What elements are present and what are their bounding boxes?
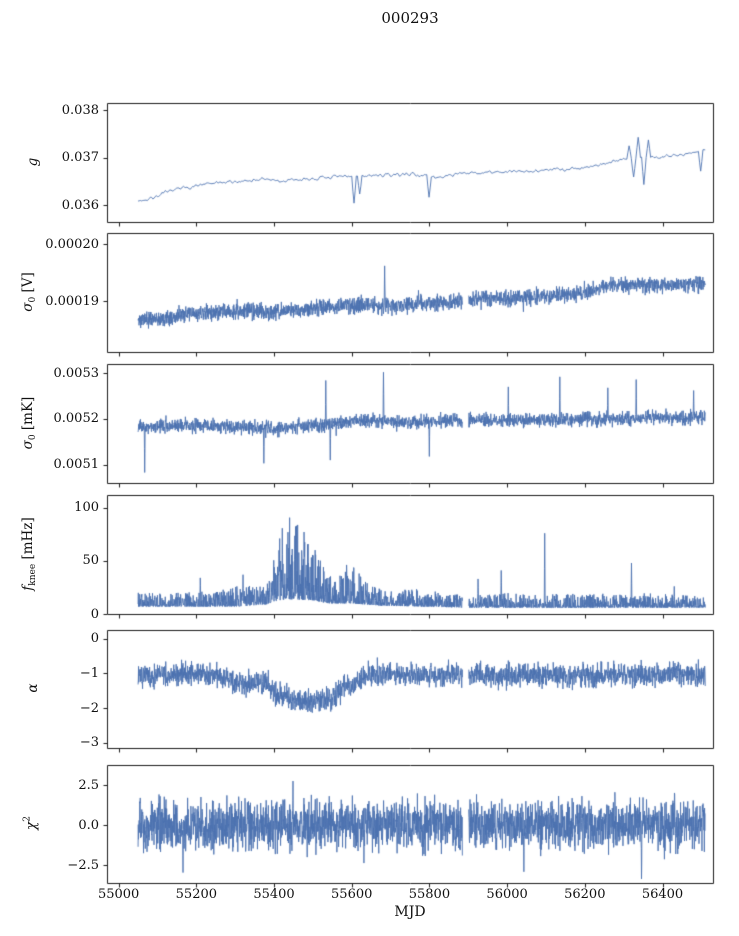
x-tick-label: 55200 (175, 887, 218, 902)
y-tick-label: 0.00020 (45, 236, 99, 252)
x-tick-label: 56200 (564, 887, 606, 902)
x-tick-label: 55800 (408, 887, 451, 902)
y-tick-label: 0.0052 (53, 411, 100, 427)
y-tick-label: 2.5 (78, 777, 99, 793)
y-tick-label: 0.037 (61, 150, 99, 166)
x-tick-label: 55000 (97, 887, 140, 902)
y-axis-label-alpha: α (25, 683, 41, 693)
y-tick-label: 0.00019 (45, 293, 99, 309)
y-tick-label: 50 (82, 553, 99, 569)
y-tick-label: 0.0051 (53, 457, 100, 473)
y-tick-label: 0 (90, 606, 99, 622)
y-tick-label: 0.0053 (53, 365, 100, 381)
x-tick-label: 56000 (486, 887, 528, 902)
x-tick-label: 56400 (641, 887, 684, 902)
x-tick-label: 55400 (253, 887, 295, 902)
x-tick-label: 55600 (331, 887, 373, 902)
y-tick-label: 0 (90, 631, 99, 647)
y-tick-label: 100 (74, 500, 99, 516)
figure-title: 000293 (381, 9, 439, 27)
y-tick-label: 0.038 (61, 102, 99, 118)
x-axis-label: MJD (394, 904, 426, 920)
y-tick-label: −2 (79, 700, 99, 716)
y-tick-label: 0.036 (61, 197, 99, 213)
y-tick-label: 0.0 (78, 817, 99, 833)
y-tick-label: −3 (79, 735, 99, 751)
y-tick-label: −1 (79, 665, 99, 681)
y-tick-label: −2.5 (67, 857, 99, 873)
